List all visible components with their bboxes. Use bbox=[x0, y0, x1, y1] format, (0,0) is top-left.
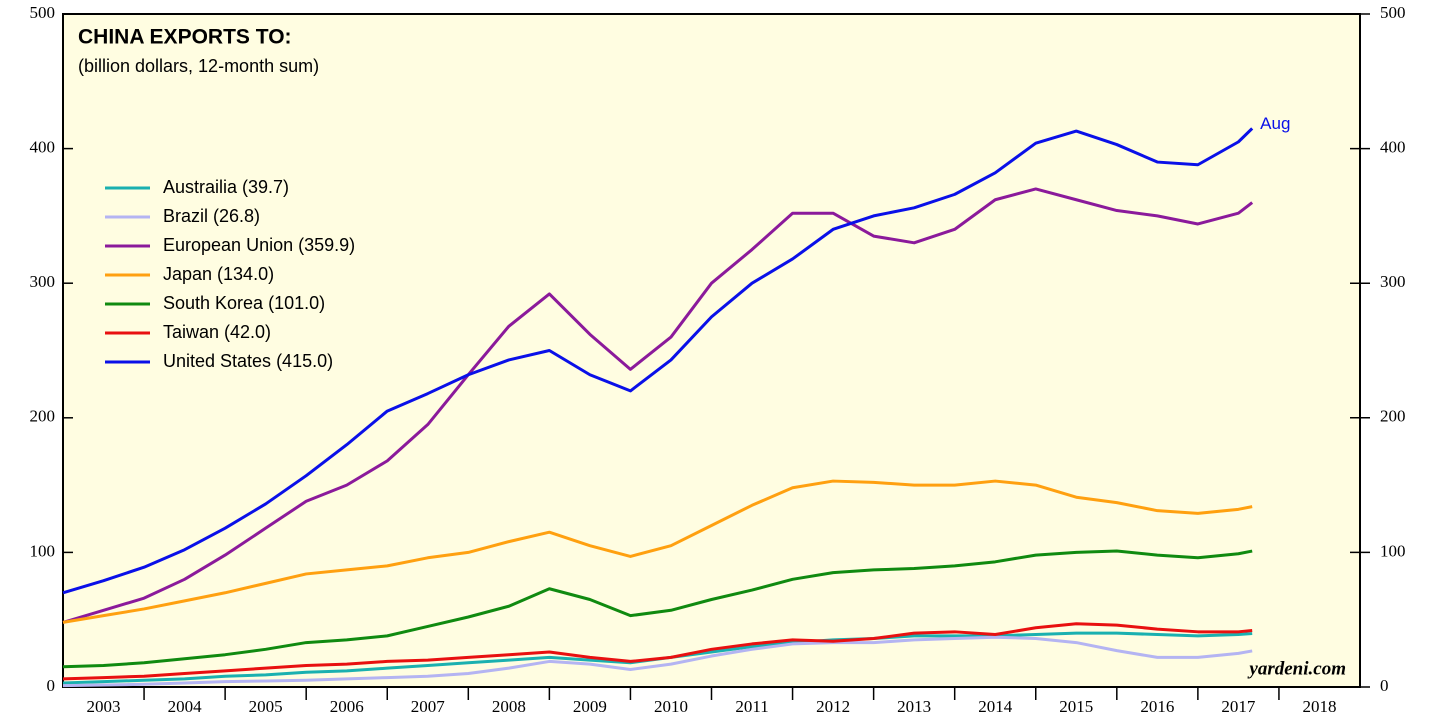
series-line bbox=[62, 622, 1253, 681]
y-tick-label: 200 bbox=[1380, 407, 1406, 426]
annotation: Aug bbox=[1260, 114, 1290, 133]
y-tick-label: 0 bbox=[1380, 676, 1389, 695]
y-tick-label: 500 bbox=[30, 3, 56, 22]
x-tick-label: 2016 bbox=[1140, 697, 1174, 716]
legend-label: Taiwan (42.0) bbox=[163, 322, 271, 342]
x-tick-label: 2015 bbox=[1059, 697, 1093, 716]
y-tick-label: 400 bbox=[1380, 138, 1406, 157]
source: yardeni.com bbox=[1247, 658, 1346, 679]
x-tick-label: 2008 bbox=[492, 697, 526, 716]
legend-label: United States (415.0) bbox=[163, 351, 333, 371]
series-line bbox=[62, 127, 1254, 595]
legend-label: Austrailia (39.7) bbox=[163, 177, 289, 197]
x-tick-label: 2003 bbox=[87, 697, 121, 716]
series-line bbox=[62, 479, 1253, 624]
y-tick-label: 200 bbox=[30, 407, 56, 426]
y-tick-label: 100 bbox=[1380, 541, 1406, 560]
x-tick-label: 2010 bbox=[654, 697, 688, 716]
x-tick-label: 2014 bbox=[978, 697, 1013, 716]
x-tick-label: 2013 bbox=[897, 697, 931, 716]
plot-area bbox=[62, 13, 1361, 688]
x-tick-label: 2007 bbox=[411, 697, 446, 716]
series-line bbox=[62, 187, 1254, 624]
y-tick-label: 0 bbox=[47, 676, 56, 695]
x-tick-label: 2018 bbox=[1302, 697, 1336, 716]
y-tick-label: 300 bbox=[1380, 272, 1406, 291]
chart-title: CHINA EXPORTS TO: bbox=[78, 26, 292, 49]
series-line bbox=[62, 635, 1253, 688]
chart-subtitle: (billion dollars, 12-month sum) bbox=[78, 56, 319, 76]
legend-label: Brazil (26.8) bbox=[163, 206, 260, 226]
x-tick-label: 2004 bbox=[168, 697, 203, 716]
x-tick-label: 2011 bbox=[735, 697, 768, 716]
series-line bbox=[62, 549, 1253, 669]
y-tick-label: 100 bbox=[30, 541, 56, 560]
x-tick-label: 2012 bbox=[816, 697, 850, 716]
y-tick-label: 400 bbox=[30, 138, 56, 157]
x-tick-label: 2009 bbox=[573, 697, 607, 716]
legend-label: Japan (134.0) bbox=[163, 264, 274, 284]
x-tick-label: 2005 bbox=[249, 697, 283, 716]
y-tick-label: 500 bbox=[1380, 3, 1406, 22]
x-tick-label: 2017 bbox=[1221, 697, 1256, 716]
legend-label: South Korea (101.0) bbox=[163, 293, 325, 313]
x-tick-label: 2006 bbox=[330, 697, 364, 716]
legend-label: European Union (359.9) bbox=[163, 235, 355, 255]
y-tick-label: 300 bbox=[30, 272, 56, 291]
